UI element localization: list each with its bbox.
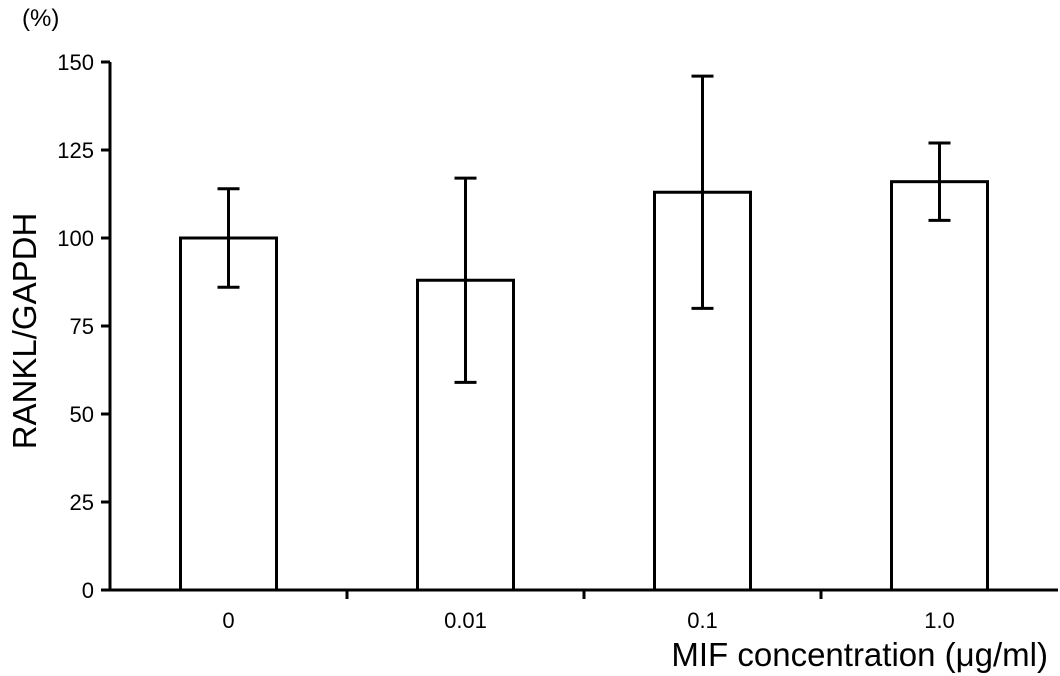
y-tick-label: 75 — [70, 314, 94, 339]
y-axis-unit: (%) — [22, 5, 59, 32]
y-tick-label: 25 — [70, 490, 94, 515]
bar — [890, 180, 989, 592]
x-axis-title: MIF concentration (μg/ml) — [671, 636, 1048, 673]
x-tick-label: 0 — [222, 608, 234, 633]
y-tick-label: 125 — [57, 138, 94, 163]
y-axis-title: RANKL/GAPDH — [6, 213, 43, 450]
x-tick-label: 0.01 — [444, 608, 487, 633]
x-tick-label: 0.1 — [687, 608, 718, 633]
bar — [179, 236, 278, 592]
y-tick-label: 100 — [57, 226, 94, 251]
y-tick-label: 0 — [82, 578, 94, 603]
y-tick-label: 150 — [57, 50, 94, 75]
plot-area: 0 25 50 75 100 125 150 0 0.01 0.1 1.0 — [57, 50, 989, 633]
y-tick-label: 50 — [70, 402, 94, 427]
x-tick-label: 1.0 — [924, 608, 955, 633]
